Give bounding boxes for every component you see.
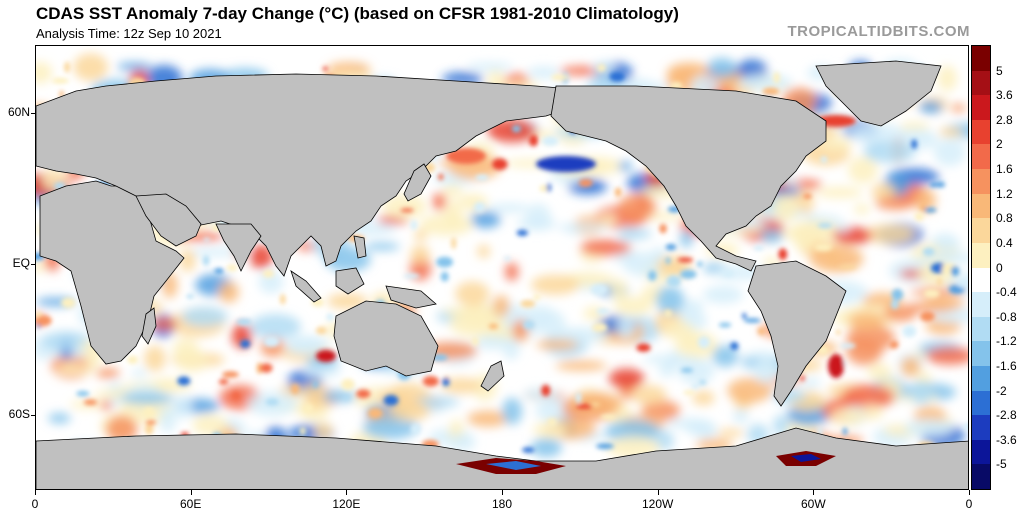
latitude-label: EQ bbox=[12, 255, 30, 270]
colorbar-segment bbox=[972, 119, 990, 145]
colorbar-segment bbox=[972, 267, 990, 293]
colorbar-segment bbox=[972, 390, 990, 416]
colorbar-label: -0.8 bbox=[996, 309, 1017, 324]
colorbar-segment bbox=[972, 439, 990, 465]
longitude-tick bbox=[502, 490, 503, 495]
map-title: CDAS SST Anomaly 7-day Change (°C) (base… bbox=[36, 4, 679, 23]
longitude-label: 0 bbox=[965, 497, 973, 511]
longitude-label: 0 bbox=[31, 497, 39, 511]
australia bbox=[333, 300, 439, 377]
sst-anomaly-map bbox=[36, 46, 968, 489]
colorbar-segment bbox=[972, 144, 990, 170]
longitude-label: 120W bbox=[641, 497, 674, 511]
colorbar-segment bbox=[972, 95, 990, 121]
colorbar-segment bbox=[972, 341, 990, 367]
longitude-tick bbox=[35, 490, 36, 495]
colorbar-label: 0 bbox=[996, 260, 1003, 275]
colorbar-label: 1.6 bbox=[996, 162, 1013, 177]
arabia bbox=[135, 193, 202, 247]
longitude-label: 180 bbox=[491, 497, 513, 511]
japan bbox=[403, 163, 432, 202]
longitude-tick bbox=[346, 490, 348, 495]
new-zealand bbox=[480, 360, 505, 392]
greenland bbox=[815, 60, 942, 127]
colorbar-label: 1.2 bbox=[996, 186, 1013, 201]
ice-edge-anomaly bbox=[456, 451, 836, 474]
colorbar-label: 0.4 bbox=[996, 235, 1013, 250]
latitude-tick bbox=[31, 263, 35, 265]
latitude-tick bbox=[31, 112, 35, 114]
colorbar-label: -1.6 bbox=[996, 358, 1017, 373]
longitude-tick bbox=[190, 490, 192, 495]
colorbar-segment bbox=[972, 218, 990, 244]
colorbar bbox=[971, 45, 991, 490]
sumatra bbox=[290, 270, 322, 303]
longitude-label: 120E bbox=[332, 497, 361, 511]
latitude-label: 60S bbox=[8, 406, 30, 421]
colorbar-segment bbox=[972, 415, 990, 441]
north-america bbox=[550, 85, 827, 272]
colorbar-segment bbox=[972, 242, 990, 268]
longitude-label: 60E bbox=[179, 497, 202, 511]
colorbar-label: -1.2 bbox=[996, 334, 1017, 349]
colorbar-segment bbox=[972, 193, 990, 219]
latitude-label: 60N bbox=[7, 104, 30, 119]
colorbar-label: 5 bbox=[996, 63, 1003, 78]
map-panel bbox=[35, 45, 969, 490]
colorbar-label: -2.8 bbox=[996, 408, 1017, 423]
philippines bbox=[353, 235, 367, 259]
land-masses bbox=[36, 60, 968, 489]
borneo bbox=[335, 267, 365, 295]
colorbar-label: 0.8 bbox=[996, 211, 1013, 226]
madagascar bbox=[141, 307, 157, 345]
latitude-tick bbox=[31, 414, 35, 416]
colorbar-label: -2 bbox=[996, 383, 1007, 398]
colorbar-segment bbox=[972, 169, 990, 195]
colorbar-label: -5 bbox=[996, 457, 1007, 472]
colorbar-segment bbox=[972, 365, 990, 392]
longitude-tick bbox=[813, 490, 815, 495]
colorbar-label: 3.6 bbox=[996, 88, 1013, 103]
longitude-tick bbox=[657, 490, 659, 495]
new-guinea bbox=[385, 285, 437, 309]
colorbar-segment bbox=[972, 70, 990, 96]
colorbar-segment bbox=[972, 464, 990, 490]
colorbar-label: 2 bbox=[996, 137, 1003, 152]
colorbar-segment bbox=[972, 292, 990, 318]
colorbar-segment bbox=[972, 316, 990, 342]
longitude-tick bbox=[969, 490, 970, 495]
longitude-label: 60W bbox=[800, 497, 826, 511]
watermark: TROPICALTIDBITS.COM bbox=[787, 23, 970, 40]
colorbar-label: -0.4 bbox=[996, 285, 1017, 300]
south-america bbox=[747, 260, 847, 407]
colorbar-label: -3.6 bbox=[996, 432, 1017, 447]
colorbar-segment bbox=[972, 46, 990, 72]
analysis-time: Analysis Time: 12z Sep 10 2021 bbox=[36, 26, 222, 41]
india bbox=[215, 223, 262, 272]
colorbar-label: 2.8 bbox=[996, 112, 1013, 127]
